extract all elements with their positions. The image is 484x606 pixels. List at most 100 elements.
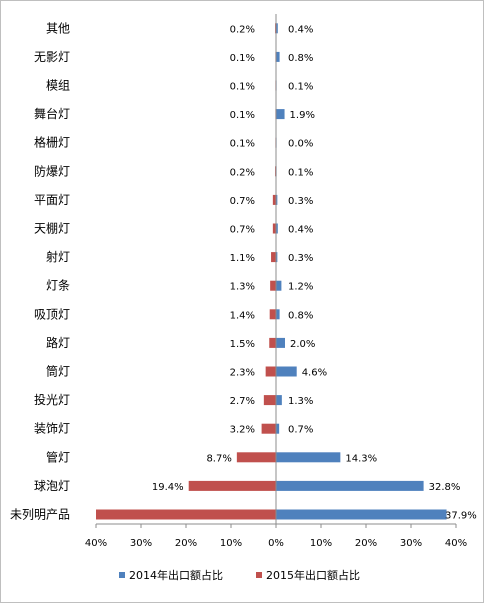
x-tick-label: 40%	[85, 538, 107, 549]
category-label: 投光灯	[34, 392, 70, 407]
data-label-2014: 1.2%	[288, 282, 313, 293]
data-label-2014: 4.6%	[302, 368, 327, 379]
x-tick-label: 10%	[220, 538, 242, 549]
bar-2015	[265, 366, 276, 377]
category-label: 舞台灯	[34, 106, 70, 121]
legend-swatch	[256, 572, 262, 578]
data-label-2014: 0.0%	[288, 139, 313, 150]
category-label: 格栅灯	[34, 135, 70, 150]
bar-2015	[271, 252, 276, 263]
category-label: 筒灯	[46, 364, 70, 379]
bar-2014	[276, 366, 297, 377]
legend-label: 2014年出口额占比	[129, 568, 223, 582]
category-label: 装饰灯	[34, 422, 70, 436]
bar-2014	[276, 509, 447, 520]
x-tick-label: 10%	[310, 538, 332, 549]
bar-2014	[276, 223, 278, 234]
category-label: 路灯	[46, 335, 70, 350]
data-label-2015: 8.7%	[206, 453, 231, 464]
data-label-2015: 0.2%	[230, 167, 255, 178]
category-label: 吸顶灯	[34, 307, 70, 321]
data-label-2014: 32.8%	[429, 482, 461, 493]
bar-2014	[276, 109, 285, 120]
bar-2014	[276, 23, 278, 34]
legend-swatch	[119, 572, 125, 578]
data-label-2015: 1.3%	[230, 282, 255, 293]
data-label-2014: 0.1%	[288, 82, 313, 93]
data-label-2015: 0.1%	[230, 110, 255, 121]
bar-2015	[263, 395, 276, 406]
category-label: 其他	[46, 21, 70, 35]
x-tick-label: 40%	[445, 538, 467, 549]
bar-2015	[269, 309, 276, 320]
category-label: 灯条	[46, 279, 70, 293]
x-tick-label: 30%	[400, 538, 422, 549]
category-label: 天棚灯	[34, 221, 70, 236]
category-label: 射灯	[46, 249, 70, 264]
data-label-2014: 0.8%	[288, 310, 313, 321]
data-label-2014: 0.1%	[288, 167, 313, 178]
x-tick-label: 20%	[175, 538, 197, 549]
data-label-2015: 1.5%	[230, 339, 255, 350]
bar-2015	[269, 337, 276, 348]
category-label: 平面灯	[34, 193, 70, 207]
data-label-2015: 0.1%	[230, 139, 255, 150]
bar-2014	[276, 452, 341, 463]
data-label-2014: 0.8%	[288, 53, 313, 64]
data-label-2015: 0.7%	[230, 225, 255, 236]
data-label-2014: 0.4%	[288, 24, 313, 35]
category-label: 管灯	[46, 449, 70, 464]
bar-2014	[276, 395, 282, 406]
x-axis: 40% 30% 20% 10% 0% 10% 20% 30% 40%	[85, 14, 467, 549]
legend: 2014年出口额占比 2015年出口额占比	[119, 568, 360, 582]
data-label-2014: 2.0%	[290, 339, 315, 350]
data-label-2014: 37.9%	[445, 511, 477, 522]
bar-2014	[276, 280, 282, 291]
category-label: 无影灯	[34, 50, 70, 64]
bar-2014	[276, 309, 280, 320]
bar-2014	[276, 423, 280, 434]
data-label-2014: 1.9%	[290, 110, 315, 121]
bar-2015	[188, 480, 276, 491]
legend-label: 2015年出口额占比	[266, 568, 360, 582]
data-label-2014: 14.3%	[345, 453, 377, 464]
data-labels: 0.2% 0.4% 0.1% 0.8% 0.1% 0.1% 0.1% 1.9% 0.1% 0.0%…	[152, 24, 477, 521]
data-label-2014: 1.3%	[288, 396, 313, 407]
category-labels: 其他无影灯模组舞台灯格栅灯防爆灯平面灯天棚灯射灯灯条吸顶灯路灯筒灯投光灯装饰灯管…	[10, 21, 70, 521]
data-label-2014: 0.3%	[288, 196, 313, 207]
bar-2015	[272, 223, 276, 234]
bars-group	[96, 23, 447, 520]
data-label-2015: 19.4%	[152, 482, 184, 493]
category-label: 模组	[46, 79, 70, 93]
bar-2014	[276, 194, 278, 205]
bar-2015	[261, 423, 276, 434]
data-label-2014: 0.7%	[288, 425, 313, 436]
category-label: 未列明产品	[10, 508, 70, 522]
bar-2015	[272, 194, 276, 205]
bar-2015	[96, 509, 276, 520]
category-label: 球泡灯	[34, 479, 70, 493]
bar-2014	[276, 252, 278, 263]
bar-2015	[236, 452, 276, 463]
data-label-2015: 0.7%	[230, 196, 255, 207]
x-tick-label: 30%	[130, 538, 152, 549]
data-label-2014: 0.3%	[288, 253, 313, 264]
x-tick-label: 0%	[268, 538, 284, 549]
data-label-2015: 0.2%	[230, 24, 255, 35]
bar-2014	[276, 51, 280, 62]
x-tick-label: 20%	[355, 538, 377, 549]
data-label-2015: 0.1%	[230, 53, 255, 64]
data-label-2015: 3.2%	[230, 425, 255, 436]
data-label-2015: 2.7%	[230, 396, 255, 407]
data-label-2015: 0.1%	[230, 82, 255, 93]
bar-2014	[276, 480, 424, 491]
data-label-2014: 0.4%	[288, 225, 313, 236]
data-label-2015: 2.3%	[230, 368, 255, 379]
data-label-2015: 1.4%	[230, 310, 255, 321]
bar-2014	[276, 337, 285, 348]
data-label-2015: 1.1%	[230, 253, 255, 264]
bar-2015	[270, 280, 276, 291]
category-label: 防爆灯	[34, 163, 70, 178]
